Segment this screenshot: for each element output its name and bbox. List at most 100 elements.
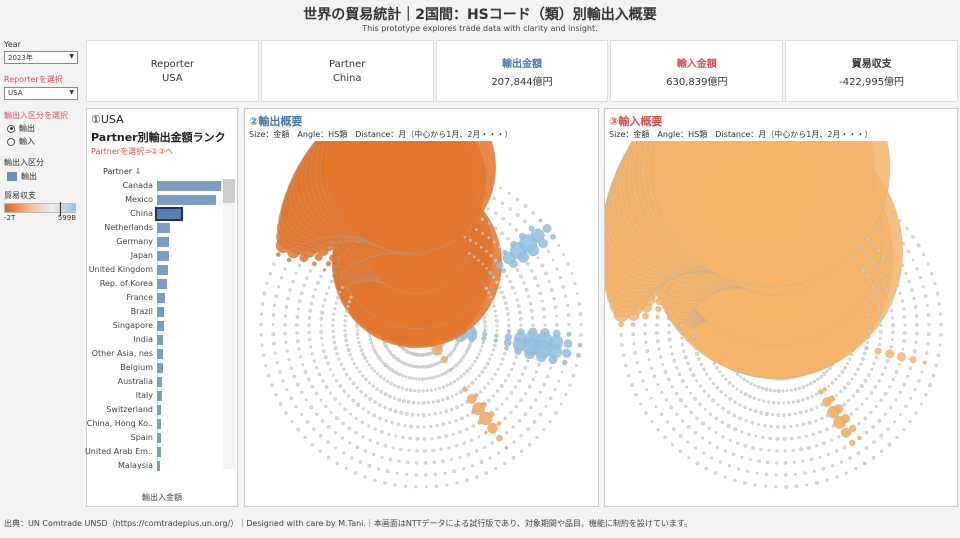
bubble-mark[interactable] xyxy=(866,398,869,401)
bubble-mark[interactable] xyxy=(341,437,344,440)
bubble-mark[interactable] xyxy=(380,456,383,459)
bubble-mark[interactable] xyxy=(366,360,369,363)
bubble-mark[interactable] xyxy=(263,292,267,296)
bubble-mark[interactable] xyxy=(548,280,551,283)
bubble-mark[interactable] xyxy=(875,405,878,408)
bubble-mark[interactable] xyxy=(902,242,905,245)
bubble-mark[interactable] xyxy=(571,272,573,274)
bubble-mark[interactable] xyxy=(398,398,401,401)
partner-row[interactable]: Australia xyxy=(87,375,237,389)
bubble-mark[interactable] xyxy=(475,475,478,478)
bubble-mark[interactable] xyxy=(646,388,649,391)
bubble-mark[interactable] xyxy=(293,375,296,378)
bubble-mark[interactable] xyxy=(786,390,788,392)
bubble-mark[interactable] xyxy=(332,324,335,327)
bubble-mark[interactable] xyxy=(843,446,846,449)
bubble-mark[interactable] xyxy=(928,383,932,387)
bubble-mark[interactable] xyxy=(485,267,488,270)
bubble-mark[interactable] xyxy=(560,403,563,406)
bubble-mark[interactable] xyxy=(465,351,468,354)
bubble-mark[interactable] xyxy=(867,335,870,338)
bubble-mark[interactable] xyxy=(734,401,737,404)
bubble-mark[interactable] xyxy=(295,323,298,326)
bubble-mark[interactable] xyxy=(411,413,414,416)
bubble-mark[interactable] xyxy=(452,366,455,369)
bubble-mark[interactable] xyxy=(425,486,427,488)
bubble-mark[interactable] xyxy=(413,365,416,368)
bubble-mark[interactable] xyxy=(549,356,557,364)
bubble-mark[interactable] xyxy=(765,412,769,416)
bubble-mark[interactable] xyxy=(363,356,367,360)
bubble-mark[interactable] xyxy=(687,425,690,428)
bubble-mark[interactable] xyxy=(536,352,546,362)
bubble-mark[interactable] xyxy=(831,464,834,467)
bubble-mark[interactable] xyxy=(334,307,336,309)
bubble-mark[interactable] xyxy=(722,435,725,438)
bubble-mark[interactable] xyxy=(865,274,868,277)
bubble-mark[interactable] xyxy=(309,269,312,272)
bubble-mark[interactable] xyxy=(776,437,779,440)
bubble-mark[interactable] xyxy=(305,277,308,280)
bubble-mark[interactable] xyxy=(816,406,819,409)
bubble-mark[interactable] xyxy=(679,399,682,402)
bubble-mark[interactable] xyxy=(369,397,372,400)
bubble-mark[interactable] xyxy=(332,313,335,316)
bubble-mark[interactable] xyxy=(471,364,474,367)
bubble-mark[interactable] xyxy=(267,374,270,377)
bubble-mark[interactable] xyxy=(848,399,851,402)
bubble-mark[interactable] xyxy=(496,262,503,269)
bubble-mark[interactable] xyxy=(368,364,371,367)
bubble-mark[interactable] xyxy=(896,436,899,439)
bubble-mark[interactable] xyxy=(532,324,535,327)
bubble-mark[interactable] xyxy=(316,281,320,285)
bubble-mark[interactable] xyxy=(335,379,338,382)
bubble-mark[interactable] xyxy=(286,350,289,353)
bubble-mark[interactable] xyxy=(359,345,362,348)
bubble-mark[interactable] xyxy=(469,341,472,344)
bubble-mark[interactable] xyxy=(315,413,318,416)
bubble-mark[interactable] xyxy=(309,309,312,312)
bubble-mark[interactable] xyxy=(489,456,492,459)
bubble-mark[interactable] xyxy=(462,356,465,359)
bubble-mark[interactable] xyxy=(272,342,275,345)
bubble-mark[interactable] xyxy=(404,485,407,488)
bubble-mark[interactable] xyxy=(405,412,408,415)
bubble-mark[interactable] xyxy=(346,344,349,347)
bubble-mark[interactable] xyxy=(431,449,434,452)
bubble-mark[interactable] xyxy=(701,422,705,426)
bubble-mark[interactable] xyxy=(899,413,901,415)
bubble-mark[interactable] xyxy=(839,390,842,393)
bubble-mark[interactable] xyxy=(743,406,746,409)
bubble-mark[interactable] xyxy=(805,435,808,438)
bubble-mark[interactable] xyxy=(423,437,426,440)
bubble-mark[interactable] xyxy=(572,374,575,377)
bubble-mark[interactable] xyxy=(769,437,772,440)
bubble-mark[interactable] xyxy=(285,306,288,309)
partner-row[interactable]: United Kingdom xyxy=(87,263,237,277)
bubble-mark[interactable] xyxy=(518,379,521,382)
bubble-mark[interactable] xyxy=(914,388,917,391)
bubble-mark[interactable] xyxy=(377,356,381,360)
bubble-mark[interactable] xyxy=(491,300,494,303)
bubble-mark[interactable] xyxy=(794,473,797,476)
bubble-mark[interactable] xyxy=(484,325,487,328)
bubble-mark[interactable] xyxy=(442,386,445,389)
bubble-mark[interactable] xyxy=(402,374,405,377)
bubble-mark[interactable] xyxy=(368,464,372,468)
bubble-mark[interactable] xyxy=(872,262,875,265)
bubble-mark[interactable] xyxy=(325,385,328,388)
bubble-mark[interactable] xyxy=(323,269,326,272)
bubble-mark[interactable] xyxy=(805,410,808,413)
bubble-mark[interactable] xyxy=(273,304,276,307)
bubble-mark[interactable] xyxy=(465,479,468,482)
bubble-mark[interactable] xyxy=(481,370,484,373)
bubble-mark[interactable] xyxy=(501,217,504,220)
bubble-mark[interactable] xyxy=(524,204,528,208)
bubble-mark[interactable] xyxy=(874,386,877,389)
bubble-mark[interactable] xyxy=(405,376,407,378)
bubble-mark[interactable] xyxy=(884,366,887,369)
bubble-mark[interactable] xyxy=(887,295,890,298)
bubble-mark[interactable] xyxy=(656,315,659,318)
partner-row[interactable]: Italy xyxy=(87,389,237,403)
bubble-mark[interactable] xyxy=(384,393,387,396)
